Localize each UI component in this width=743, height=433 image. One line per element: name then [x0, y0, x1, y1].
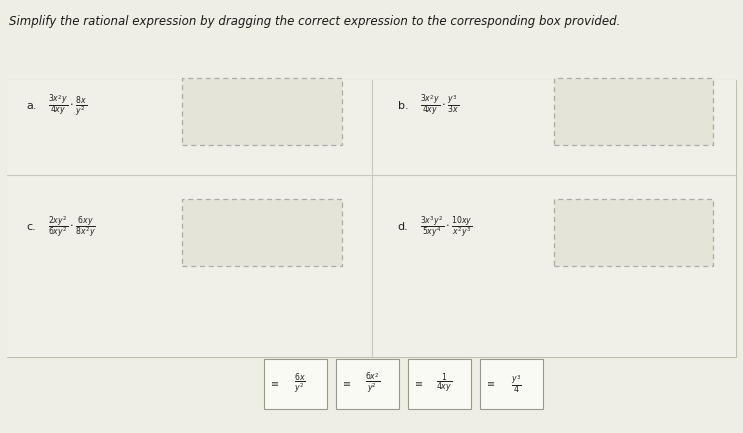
- Text: c.: c.: [26, 222, 36, 233]
- Text: d.: d.: [398, 222, 408, 233]
- Bar: [480, 359, 543, 409]
- Text: $\frac{3x^2y}{4xy} \cdot \frac{8x}{y^2}$: $\frac{3x^2y}{4xy} \cdot \frac{8x}{y^2}$: [48, 94, 88, 119]
- Bar: [372, 175, 736, 357]
- Text: $\frac{6x}{y^2}$: $\frac{6x}{y^2}$: [294, 372, 306, 397]
- Text: $\frac{2xy^2}{6xy^2} \cdot \frac{6xy}{8x^2y}$: $\frac{2xy^2}{6xy^2} \cdot \frac{6xy}{8x…: [48, 215, 96, 240]
- Bar: [336, 359, 399, 409]
- Bar: [182, 199, 342, 266]
- Bar: [554, 78, 713, 145]
- Text: $\frac{3x^2y}{4xy} \cdot \frac{y^3}{3x}$: $\frac{3x^2y}{4xy} \cdot \frac{y^3}{3x}$: [420, 94, 459, 118]
- Text: $\frac{1}{4xy}$: $\frac{1}{4xy}$: [436, 372, 452, 396]
- Text: $\frac{y^3}{4}$: $\frac{y^3}{4}$: [511, 374, 522, 395]
- Bar: [182, 78, 342, 145]
- Text: a.: a.: [26, 101, 36, 111]
- Bar: [372, 80, 736, 175]
- Text: ≡: ≡: [343, 379, 351, 389]
- Bar: [7, 80, 736, 357]
- Text: ≡: ≡: [487, 379, 496, 389]
- Bar: [264, 359, 327, 409]
- Bar: [7, 80, 372, 175]
- Text: b.: b.: [398, 101, 408, 111]
- Bar: [408, 359, 471, 409]
- Text: $\frac{6x^2}{y^2}$: $\frac{6x^2}{y^2}$: [365, 372, 380, 396]
- Bar: [7, 175, 372, 357]
- Text: ≡: ≡: [415, 379, 424, 389]
- Bar: [554, 199, 713, 266]
- Text: ≡: ≡: [271, 379, 279, 389]
- Text: Simplify the rational expression by dragging the correct expression to the corre: Simplify the rational expression by drag…: [9, 15, 620, 28]
- Text: $\frac{3x^3y^2}{5xy^4} \cdot \frac{10xy}{x^2y^3}$: $\frac{3x^3y^2}{5xy^4} \cdot \frac{10xy}…: [420, 215, 473, 240]
